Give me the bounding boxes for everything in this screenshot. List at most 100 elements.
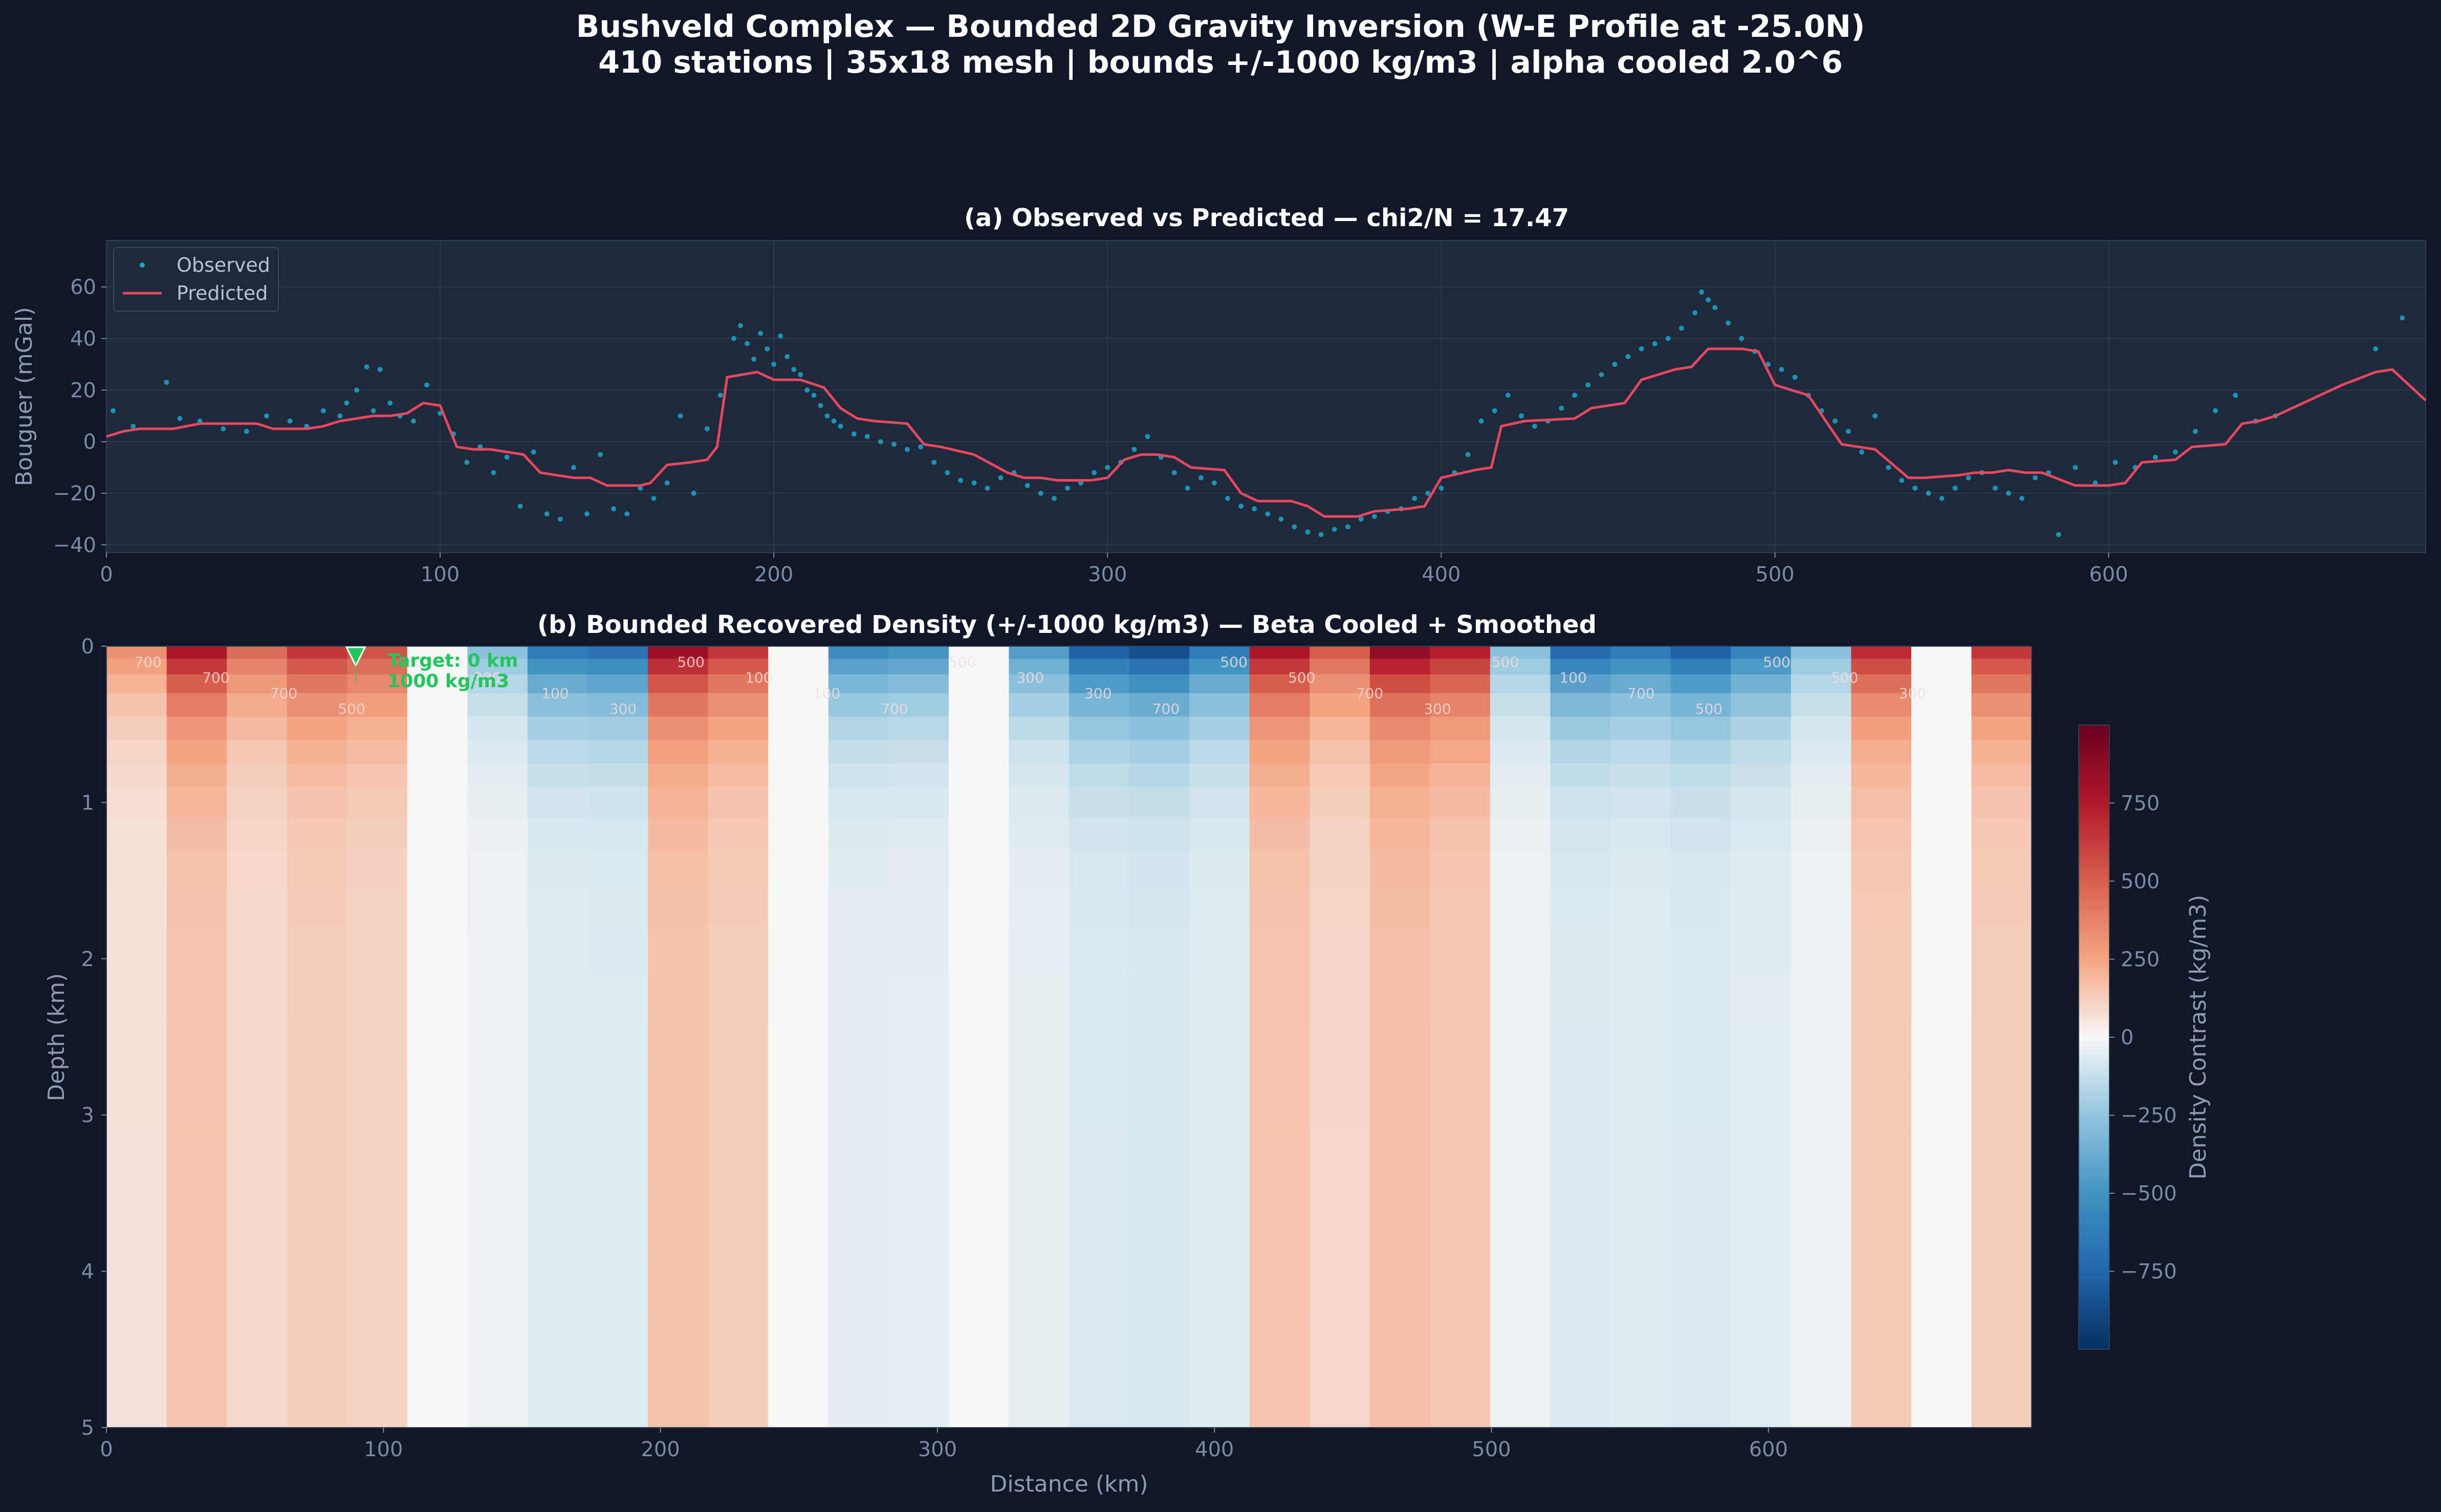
density-cell — [1670, 659, 1731, 675]
observed-point — [2152, 454, 2158, 460]
density-cell — [1430, 849, 1491, 889]
observed-point — [611, 506, 617, 512]
density-cell — [1550, 659, 1611, 675]
density-cell — [227, 674, 288, 694]
observed-point — [377, 367, 383, 372]
density-cell — [106, 659, 167, 675]
density-cell — [828, 1256, 889, 1319]
density-cell — [1971, 659, 2032, 675]
observed-point — [1131, 447, 1137, 452]
density-cell — [227, 849, 288, 889]
density-cell — [1550, 1193, 1611, 1256]
density-cell — [888, 786, 949, 819]
density-cell — [287, 659, 347, 675]
density-cell — [227, 693, 288, 717]
density-cell — [1249, 693, 1310, 717]
panel-b-y-tick-label: 4 — [81, 1260, 94, 1284]
observed-point — [905, 447, 910, 452]
density-cell — [828, 1193, 889, 1256]
density-cell — [1851, 786, 1912, 819]
panel-b-x-ticks: 0 100 200 300 400 500 600 — [100, 1428, 1788, 1461]
observed-point — [517, 503, 523, 509]
density-cell — [768, 974, 829, 1022]
density-cell — [227, 1076, 288, 1131]
density-cell — [1731, 1380, 1792, 1428]
observed-point — [1899, 477, 1905, 483]
density-cell — [708, 818, 769, 850]
density-cell — [888, 1021, 949, 1077]
observed-point — [1652, 341, 1658, 346]
density-cell — [347, 1256, 408, 1319]
observed-point — [2112, 459, 2118, 465]
density-cell — [1189, 927, 1250, 975]
observed-point — [2213, 408, 2218, 413]
density-cell — [166, 674, 227, 694]
panel-b-x-tick-label: 0 — [100, 1438, 113, 1461]
observed-point — [1278, 516, 1284, 522]
density-cell — [1490, 674, 1551, 694]
observed-point — [2073, 465, 2078, 470]
density-cell — [1911, 716, 1972, 740]
density-cell — [1310, 740, 1370, 764]
observed-point — [731, 336, 736, 341]
density-cell — [587, 818, 648, 850]
density-cell — [1430, 1318, 1491, 1381]
density-cell — [708, 1076, 769, 1131]
observed-point — [464, 459, 470, 465]
contour-label: 300 — [609, 700, 637, 717]
observed-point — [1318, 532, 1324, 537]
density-cell — [1129, 927, 1190, 975]
observed-point — [971, 480, 977, 486]
density-cell — [1971, 1076, 2032, 1131]
density-cell — [587, 1193, 648, 1256]
density-cell — [1731, 927, 1792, 975]
density-cell — [1791, 974, 1851, 1022]
density-cell — [768, 740, 829, 764]
density-cell — [587, 740, 648, 764]
contour-label: 500 — [1763, 654, 1790, 671]
density-cell — [1249, 786, 1310, 819]
density-cell — [407, 1380, 468, 1428]
colorbar-ticks: −750 −500 −250 0 250 500 750 — [2109, 792, 2177, 1284]
density-cell — [1069, 763, 1130, 787]
density-cell — [166, 786, 227, 819]
contour-label: 700 — [134, 654, 161, 671]
density-cell — [1791, 646, 1851, 659]
panel-a-x-tick-label: 400 — [1422, 563, 1461, 586]
density-cell — [768, 888, 829, 928]
density-cell — [227, 1021, 288, 1077]
density-cell — [1911, 927, 1972, 975]
density-cell — [1731, 974, 1792, 1022]
colorbar: −750 −500 −250 0 250 500 750 Density Contrast … — [2078, 725, 2211, 1350]
density-cell — [768, 786, 829, 819]
observed-point — [2033, 475, 2038, 480]
density-cell — [1731, 1318, 1792, 1381]
observed-point — [130, 423, 136, 429]
density-cell — [407, 818, 468, 850]
density-cell — [166, 1193, 227, 1256]
density-cell — [708, 927, 769, 975]
density-cell — [768, 674, 829, 694]
density-cell — [527, 659, 589, 675]
observed-point — [1065, 485, 1071, 491]
density-cell — [648, 1193, 709, 1256]
colorbar-label: Density Contrast (kg/m3) — [2185, 895, 2211, 1180]
observed-point — [2193, 429, 2198, 434]
density-cell — [768, 1193, 829, 1256]
density-cell — [467, 674, 528, 694]
density-cell — [1670, 1256, 1731, 1319]
density-cell — [1791, 1021, 1851, 1077]
density-cell — [1310, 763, 1370, 787]
density-cell — [1189, 786, 1250, 819]
legend-observed-label: Observed — [177, 254, 270, 276]
density-cell — [527, 1076, 589, 1131]
density-cell — [948, 1380, 1010, 1428]
observed-point — [1926, 491, 1931, 496]
observed-point — [571, 465, 576, 470]
observed-point — [1966, 475, 1971, 480]
panel-a-x-tick-label: 0 — [100, 563, 113, 586]
density-cell — [1069, 1130, 1130, 1194]
density-cell — [708, 1318, 769, 1381]
density-cell — [1430, 786, 1491, 819]
density-cell — [1731, 1021, 1792, 1077]
